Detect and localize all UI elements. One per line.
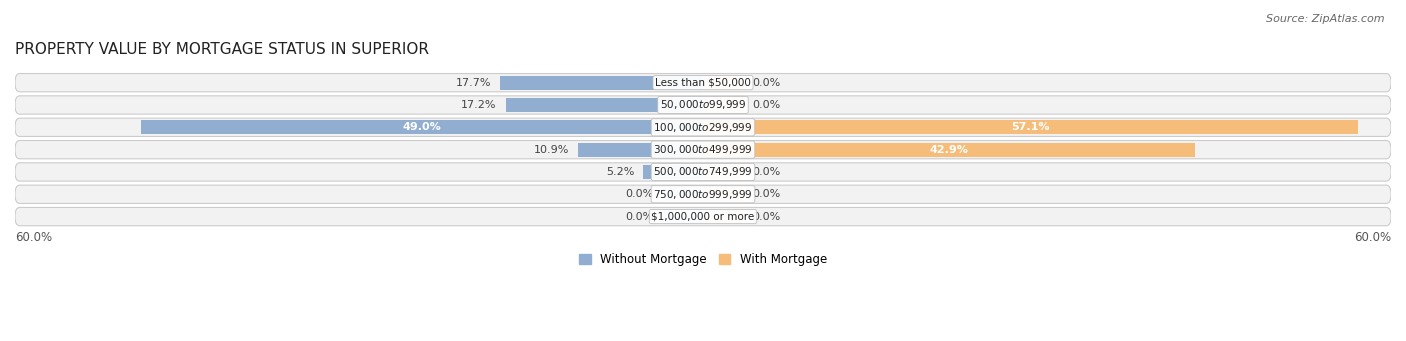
FancyBboxPatch shape	[15, 140, 1391, 159]
Text: $750,000 to $999,999: $750,000 to $999,999	[654, 188, 752, 201]
FancyBboxPatch shape	[15, 74, 1391, 92]
Text: 0.0%: 0.0%	[752, 78, 780, 88]
Text: 0.0%: 0.0%	[752, 167, 780, 177]
Bar	[662, 210, 703, 223]
Legend: Without Mortgage, With Mortgage: Without Mortgage, With Mortgage	[574, 248, 832, 271]
Text: 5.2%: 5.2%	[606, 167, 634, 177]
Text: $1,000,000 or more: $1,000,000 or more	[651, 212, 755, 222]
FancyBboxPatch shape	[15, 207, 1391, 226]
Text: 17.2%: 17.2%	[461, 100, 496, 110]
Text: 57.1%: 57.1%	[1011, 122, 1050, 132]
Text: $300,000 to $499,999: $300,000 to $499,999	[654, 143, 752, 156]
Bar	[703, 120, 1358, 134]
Bar	[703, 210, 744, 223]
Text: 0.0%: 0.0%	[626, 189, 654, 199]
Text: $500,000 to $749,999: $500,000 to $749,999	[654, 165, 752, 178]
Text: 10.9%: 10.9%	[533, 145, 569, 154]
FancyBboxPatch shape	[15, 96, 1391, 114]
Bar	[703, 143, 1195, 157]
Text: 0.0%: 0.0%	[752, 100, 780, 110]
Text: Less than $50,000: Less than $50,000	[655, 78, 751, 88]
Bar	[501, 76, 703, 90]
Bar	[141, 120, 703, 134]
Text: Source: ZipAtlas.com: Source: ZipAtlas.com	[1267, 14, 1385, 24]
FancyBboxPatch shape	[15, 118, 1391, 136]
Text: $100,000 to $299,999: $100,000 to $299,999	[654, 121, 752, 134]
Text: 0.0%: 0.0%	[626, 212, 654, 222]
Text: 0.0%: 0.0%	[752, 189, 780, 199]
Bar	[703, 76, 744, 90]
Text: $50,000 to $99,999: $50,000 to $99,999	[659, 99, 747, 112]
Bar	[578, 143, 703, 157]
Text: PROPERTY VALUE BY MORTGAGE STATUS IN SUPERIOR: PROPERTY VALUE BY MORTGAGE STATUS IN SUP…	[15, 42, 429, 57]
Bar	[703, 165, 744, 179]
Text: 42.9%: 42.9%	[929, 145, 969, 154]
Text: 0.0%: 0.0%	[752, 212, 780, 222]
FancyBboxPatch shape	[15, 185, 1391, 204]
Text: 17.7%: 17.7%	[456, 78, 491, 88]
Text: 60.0%: 60.0%	[1354, 231, 1391, 244]
Bar	[644, 165, 703, 179]
Bar	[506, 98, 703, 112]
FancyBboxPatch shape	[15, 163, 1391, 181]
Text: 60.0%: 60.0%	[15, 231, 52, 244]
Bar	[703, 187, 744, 201]
Bar	[703, 98, 744, 112]
Text: 49.0%: 49.0%	[402, 122, 441, 132]
Bar	[662, 187, 703, 201]
